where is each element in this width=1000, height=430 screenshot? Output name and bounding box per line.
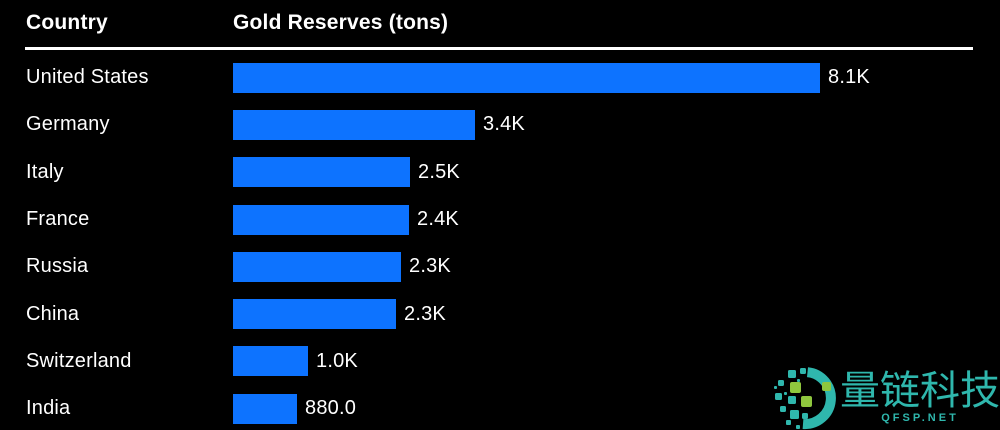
bar-area: 8.1K	[233, 54, 870, 101]
bar-area: 2.5K	[233, 149, 460, 196]
watermark: 量链科技 QFSP.NET	[774, 367, 1000, 430]
chart-row: India 880.0	[0, 385, 1000, 430]
bar-area: 3.4K	[233, 101, 525, 148]
chart-row: France 2.4K	[0, 196, 1000, 243]
bar-area: 2.4K	[233, 196, 459, 243]
country-label: Italy	[26, 160, 64, 183]
chart-row: Switzerland 1.0K	[0, 338, 1000, 385]
watermark-text-block: 量链科技 QFSP.NET	[840, 367, 1000, 424]
country-label: France	[26, 208, 90, 231]
value-label: 8.1K	[828, 66, 870, 89]
value-bar	[233, 157, 410, 188]
chart-row: Germany 3.4K	[0, 101, 1000, 148]
bar-area: 2.3K	[233, 290, 446, 337]
country-label: United States	[26, 66, 149, 89]
value-label: 880.0	[305, 397, 357, 420]
country-label: China	[26, 302, 80, 325]
column-header-gold-reserves: Gold Reserves (tons)	[233, 11, 449, 34]
country-label: India	[26, 397, 71, 420]
bar-area: 1.0K	[233, 338, 358, 385]
value-bar	[233, 251, 401, 282]
value-bar	[233, 62, 820, 93]
country-label: Germany	[26, 113, 110, 136]
value-bar	[233, 109, 475, 140]
watermark-brand-text: 量链科技	[840, 369, 1000, 413]
country-label: Switzerland	[26, 349, 132, 372]
column-header-country: Country	[26, 11, 108, 34]
value-label: 2.3K	[404, 302, 446, 325]
header-rule	[25, 47, 973, 50]
value-bar	[233, 299, 396, 330]
value-label: 3.4K	[483, 113, 525, 136]
brand-logo-icon	[774, 367, 836, 430]
value-bar	[233, 346, 308, 377]
value-bar	[233, 393, 297, 424]
value-label: 2.5K	[418, 160, 460, 183]
country-label: Russia	[26, 255, 89, 278]
value-label: 2.3K	[409, 255, 451, 278]
value-label: 2.4K	[417, 208, 459, 231]
watermark-url-text: QFSP.NET	[881, 412, 959, 424]
chart-row: United States 8.1K	[0, 54, 1000, 101]
value-label: 1.0K	[316, 349, 358, 372]
chart-row: Russia 2.3K	[0, 243, 1000, 290]
bar-area: 2.3K	[233, 243, 451, 290]
chart-row: China 2.3K	[0, 290, 1000, 337]
chart-row: Italy 2.5K	[0, 149, 1000, 196]
value-bar	[233, 204, 409, 235]
bar-area: 880.0	[233, 385, 356, 430]
bar-chart: United States 8.1K Germany 3.4K Italy 2.5K Fra…	[0, 50, 1000, 430]
